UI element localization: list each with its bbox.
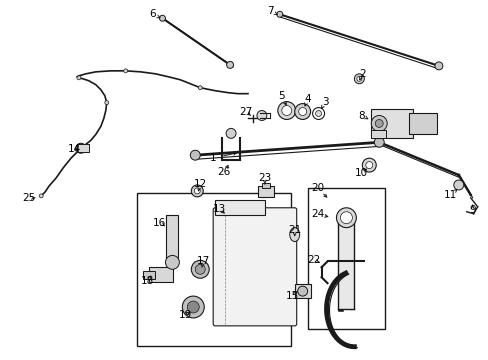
Text: 7: 7 xyxy=(267,6,274,16)
Text: 17: 17 xyxy=(196,256,209,266)
Text: 26: 26 xyxy=(217,167,230,177)
Text: 3: 3 xyxy=(322,96,328,107)
Bar xyxy=(257,186,273,197)
Text: 24: 24 xyxy=(310,209,324,219)
Circle shape xyxy=(298,108,306,116)
Text: 9: 9 xyxy=(468,205,475,215)
Text: 2: 2 xyxy=(358,69,365,79)
Text: 23: 23 xyxy=(258,173,271,183)
Circle shape xyxy=(191,185,203,197)
Circle shape xyxy=(76,143,86,153)
Circle shape xyxy=(297,286,307,296)
Circle shape xyxy=(166,221,178,233)
Circle shape xyxy=(159,15,165,21)
Text: 20: 20 xyxy=(310,183,324,193)
Bar xyxy=(136,193,290,346)
Circle shape xyxy=(165,255,179,269)
Bar xyxy=(294,284,310,298)
Circle shape xyxy=(191,260,209,278)
Text: 5: 5 xyxy=(278,91,285,101)
Circle shape xyxy=(190,150,200,160)
Bar xyxy=(338,222,354,309)
Text: 27: 27 xyxy=(239,107,252,117)
Circle shape xyxy=(356,76,361,81)
Circle shape xyxy=(370,116,386,131)
Circle shape xyxy=(123,69,127,73)
Circle shape xyxy=(294,104,310,120)
Text: 14: 14 xyxy=(67,144,81,154)
Bar xyxy=(370,109,412,138)
Bar xyxy=(262,183,269,188)
Circle shape xyxy=(77,76,81,80)
Bar xyxy=(142,271,154,279)
Circle shape xyxy=(373,137,384,147)
Circle shape xyxy=(434,62,442,70)
Circle shape xyxy=(104,100,108,105)
Circle shape xyxy=(39,194,43,198)
Circle shape xyxy=(195,264,205,274)
Circle shape xyxy=(182,296,204,318)
Text: 8: 8 xyxy=(357,111,364,121)
Circle shape xyxy=(362,158,375,172)
Bar xyxy=(215,200,264,215)
Bar xyxy=(370,130,386,138)
Bar xyxy=(77,144,89,152)
Bar xyxy=(148,267,173,282)
Circle shape xyxy=(226,62,233,68)
Text: 6: 6 xyxy=(149,9,156,19)
Text: 22: 22 xyxy=(306,255,320,265)
Circle shape xyxy=(256,111,266,121)
Circle shape xyxy=(365,162,372,168)
Bar xyxy=(408,113,436,134)
Circle shape xyxy=(374,120,383,127)
Text: 16: 16 xyxy=(153,218,166,228)
Text: 18: 18 xyxy=(141,276,154,286)
Bar xyxy=(166,215,178,262)
Text: 13: 13 xyxy=(212,204,225,214)
Text: 1: 1 xyxy=(209,153,216,163)
Text: 4: 4 xyxy=(304,94,310,104)
Ellipse shape xyxy=(289,228,299,242)
Circle shape xyxy=(198,86,202,90)
Text: 10: 10 xyxy=(354,168,367,178)
Text: 11: 11 xyxy=(443,190,456,200)
Text: 25: 25 xyxy=(22,193,36,203)
FancyBboxPatch shape xyxy=(213,208,296,326)
Circle shape xyxy=(281,105,291,116)
Circle shape xyxy=(453,180,463,190)
Circle shape xyxy=(79,146,83,150)
Text: 19: 19 xyxy=(178,310,192,320)
Circle shape xyxy=(194,188,200,194)
Circle shape xyxy=(225,129,236,138)
Circle shape xyxy=(276,11,282,17)
Circle shape xyxy=(354,74,364,84)
Circle shape xyxy=(340,212,352,224)
Circle shape xyxy=(315,111,321,117)
Text: 15: 15 xyxy=(285,291,299,301)
Text: 12: 12 xyxy=(193,179,206,189)
Circle shape xyxy=(277,102,295,120)
Circle shape xyxy=(336,208,356,228)
Text: 21: 21 xyxy=(287,225,301,235)
Circle shape xyxy=(312,108,324,120)
Bar xyxy=(307,188,385,329)
Circle shape xyxy=(187,301,199,313)
